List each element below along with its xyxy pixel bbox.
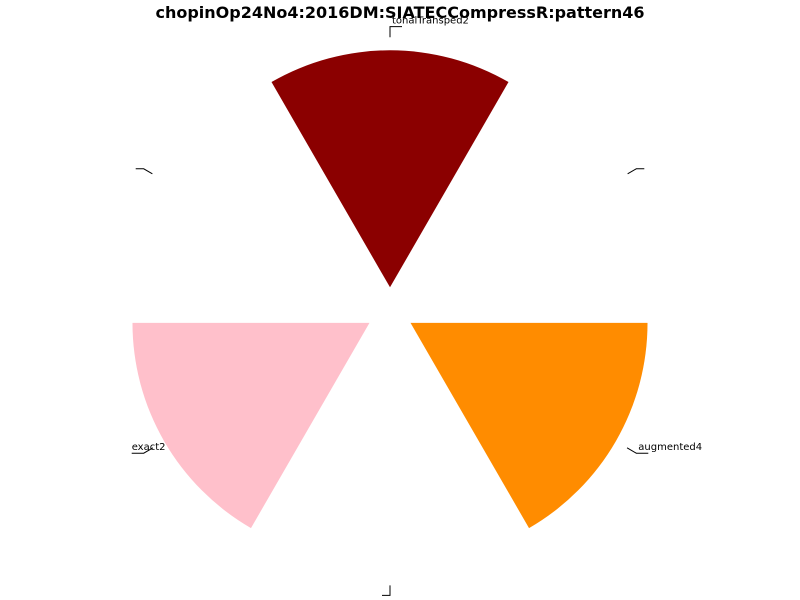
pie-slices <box>132 50 648 529</box>
leader-line-empty-2 <box>135 168 153 175</box>
leader-line-augmented4 <box>626 447 649 454</box>
slice-label-exact2: exact2 <box>132 442 166 453</box>
leader-line-empty-4 <box>382 585 391 596</box>
pie-slice-exact2 <box>132 322 370 529</box>
leader-line-tonaltransped2 <box>389 26 402 38</box>
leader-line-exact2 <box>131 447 154 454</box>
chart-title: chopinOp24No4:2016DM:SIATECCompressR:pat… <box>155 3 644 22</box>
leader-line-empty-0 <box>627 168 645 175</box>
slice-labels: tonalTransped2 exact2 augmented4 <box>131 16 702 596</box>
pie-slice-augmented4 <box>410 322 648 529</box>
slice-label-augmented4: augmented4 <box>638 442 702 453</box>
pie-slice-tonaltransped2 <box>271 50 509 288</box>
slice-label-tonaltransped2: tonalTransped2 <box>392 16 469 27</box>
